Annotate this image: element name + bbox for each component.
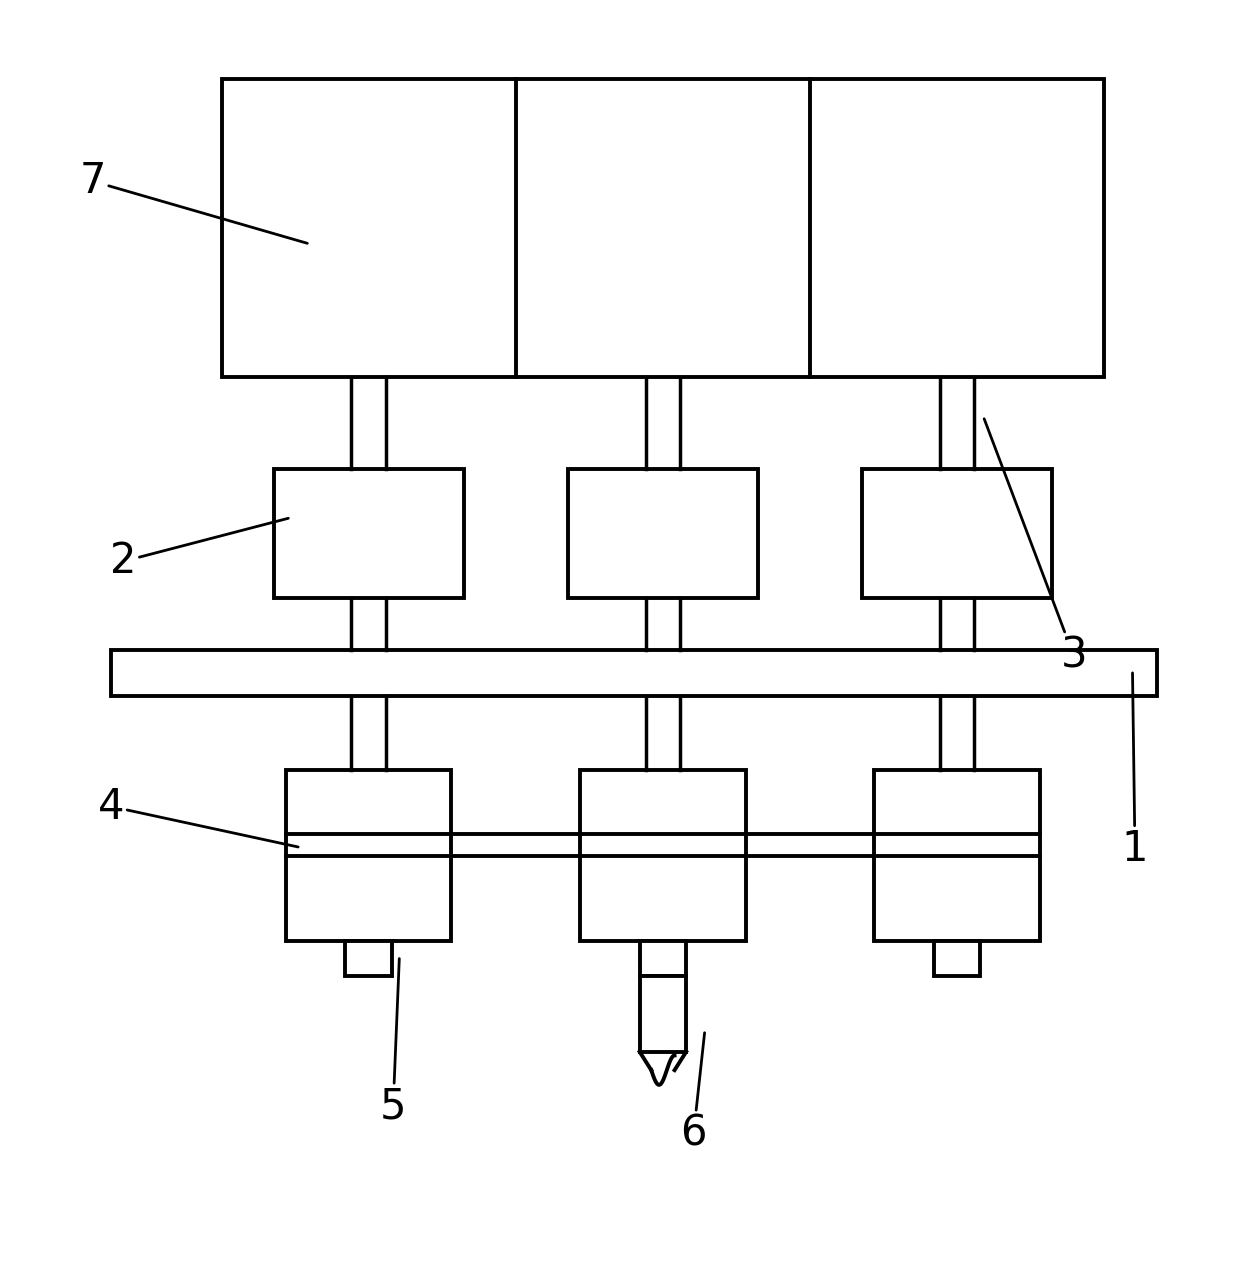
Text: 3: 3 [985, 419, 1087, 677]
Bar [222, 79, 1105, 377]
Text: 5: 5 [379, 959, 407, 1128]
Bar [346, 941, 392, 976]
Bar [640, 976, 686, 1051]
Text: 7: 7 [79, 160, 308, 244]
Bar [568, 469, 758, 599]
Bar [286, 769, 451, 941]
Text: 6: 6 [681, 1033, 707, 1155]
Text: 2: 2 [110, 518, 289, 582]
Bar [640, 941, 686, 976]
Text: 4: 4 [98, 786, 298, 847]
Bar [274, 469, 464, 599]
Bar [874, 769, 1040, 941]
Bar [934, 941, 981, 976]
Text: 1: 1 [1122, 673, 1148, 870]
Bar [112, 650, 1157, 696]
Bar [862, 469, 1053, 599]
Bar [580, 769, 745, 941]
